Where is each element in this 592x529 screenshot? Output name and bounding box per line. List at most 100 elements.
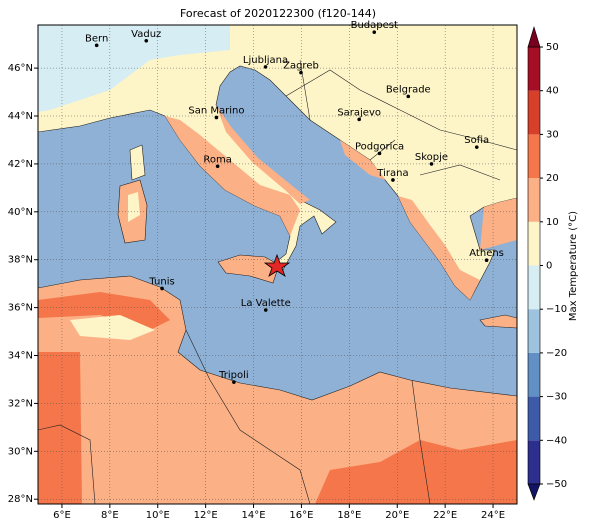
- coast-warm: [340, 140, 386, 180]
- y-tick-label: 46°N: [8, 63, 33, 74]
- map-field: [38, 25, 517, 504]
- title: Forecast of 2020122300 (f120-144): [180, 7, 376, 20]
- y-tick-label: 34°N: [8, 351, 33, 362]
- x-tick-label: 8°E: [101, 510, 119, 521]
- aegean-warm: [480, 198, 517, 250]
- y-tick-label: 40°N: [8, 207, 33, 218]
- x-tick-label: 10°E: [146, 510, 170, 521]
- colorbar-band: [528, 352, 540, 397]
- city-dot: [429, 162, 434, 166]
- city-label: La Valette: [241, 298, 291, 309]
- city-dot: [232, 380, 236, 384]
- city-dot: [160, 286, 164, 291]
- border: [185, 329, 311, 504]
- border: [38, 424, 96, 504]
- graticule: 6°E 8°E 10°E 12°E 14°E 16°E 18°E 20°E 22°E 24°E 28…: [8, 25, 517, 521]
- city-dot: [391, 178, 395, 182]
- y-tick-label: 36°N: [8, 303, 33, 314]
- cool-area: [128, 192, 140, 222]
- colorbar-band: [528, 90, 540, 135]
- border: [411, 379, 431, 504]
- italy-warm: [165, 116, 300, 236]
- event-star: [263, 253, 291, 277]
- city-label: Tripoli: [218, 370, 249, 381]
- x-tick-label: 22°E: [433, 510, 457, 521]
- y-tick-label: 38°N: [8, 255, 33, 266]
- alps: [38, 25, 230, 112]
- city-label: Athens: [469, 248, 504, 259]
- colorbar-band: [528, 221, 540, 266]
- city-dot: [299, 70, 303, 75]
- colorbar-tick-label: 40: [546, 86, 559, 97]
- greece-warm: [398, 196, 480, 300]
- city-label: Tirana: [376, 168, 408, 179]
- corsica: [129, 144, 146, 181]
- x-tick-label: 12°E: [194, 510, 218, 521]
- city-dot: [263, 65, 268, 69]
- colorbar-band: [528, 134, 540, 179]
- x-tick-label: 18°E: [337, 510, 361, 521]
- city-label: Podgorica: [355, 141, 404, 152]
- colorbar-band: [528, 178, 540, 222]
- city-label: Sofia: [464, 135, 489, 146]
- colorbar-band: [528, 396, 540, 441]
- city-label: Tunis: [148, 276, 174, 287]
- y-tick-label: 42°N: [8, 159, 33, 170]
- border: [285, 59, 517, 181]
- city-dot: [372, 30, 377, 34]
- city-label: San Marino: [188, 105, 244, 116]
- colorbar-tick-label: −20: [546, 348, 567, 359]
- sicily: [217, 254, 280, 284]
- hot-area: [38, 292, 170, 330]
- city-dot: [484, 258, 489, 262]
- colorbar-under: [527, 483, 541, 501]
- crete: [479, 314, 517, 329]
- city-label: Sarajevo: [337, 107, 381, 118]
- colorbar-band: [528, 440, 540, 484]
- adriatic-warm: [216, 105, 310, 204]
- city-label: Vaduz: [131, 29, 161, 40]
- city-dot: [94, 43, 99, 48]
- colorbar-tick-label: 10: [546, 217, 559, 228]
- x-tick-label: 20°E: [385, 510, 409, 521]
- colorbar-tick-label: −30: [546, 392, 567, 403]
- y-tick-label: 44°N: [8, 111, 33, 122]
- colorbar-tick-label: 0: [546, 261, 552, 272]
- africa: [38, 275, 517, 504]
- city-dot: [377, 151, 382, 156]
- colorbar: −50 −40 −30 −20 −10 0 10 20 30 40 50: [527, 25, 567, 501]
- city-label: Bern: [85, 33, 108, 44]
- colorbar-tick-label: −10: [546, 304, 567, 315]
- city-dot: [357, 117, 361, 122]
- city-dot: [474, 145, 479, 149]
- city-label: Belgrade: [386, 84, 431, 95]
- cool-area: [70, 315, 155, 340]
- colorbar-tick-label: 20: [546, 173, 559, 184]
- x-tick-label: 16°E: [289, 510, 313, 521]
- y-tick-label: 32°N: [8, 398, 33, 409]
- x-tick-label: 24°E: [481, 510, 505, 521]
- colorbar-band: [528, 47, 540, 91]
- colorbar-band: [528, 309, 540, 353]
- city-label: Zagreb: [283, 61, 319, 72]
- map-frame: [37, 24, 518, 505]
- hot-area: [38, 352, 82, 504]
- y-tick-label: 28°N: [8, 494, 33, 505]
- city-dot: [214, 115, 219, 120]
- city-label: Skopje: [415, 152, 448, 163]
- colorbar-tick-label: −40: [546, 435, 567, 446]
- city-label: Ljubljana: [243, 55, 288, 66]
- colorbar-tick-label: 50: [546, 42, 559, 53]
- city-dot: [263, 308, 268, 312]
- x-tick-label: 14°E: [242, 510, 266, 521]
- city-dot: [406, 94, 411, 99]
- city-dot: [144, 39, 149, 43]
- colorbar-tick-label: −50: [546, 479, 567, 490]
- x-tick-label: 6°E: [53, 510, 71, 521]
- city-label: Roma: [203, 154, 232, 165]
- city-label: Budapest: [351, 20, 398, 31]
- y-tick-label: 30°N: [8, 446, 33, 457]
- colorbar-band: [528, 265, 540, 310]
